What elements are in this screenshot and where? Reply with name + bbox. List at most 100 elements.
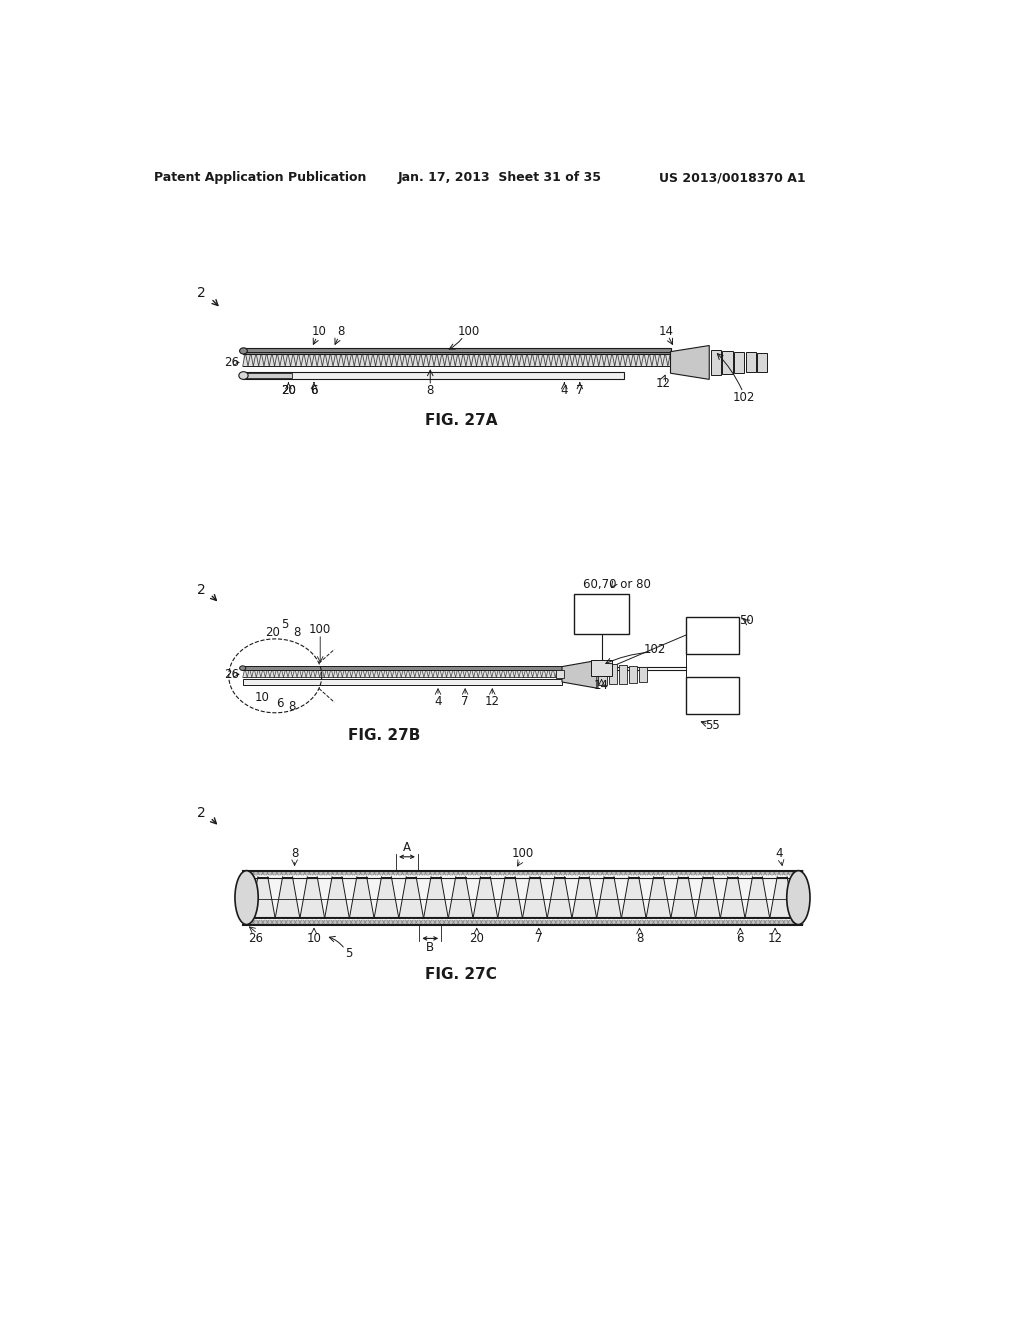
Text: 14: 14 (659, 325, 674, 338)
Text: 8: 8 (338, 325, 345, 338)
Text: 6: 6 (276, 697, 284, 710)
Polygon shape (498, 876, 522, 919)
Bar (592, 660, 611, 676)
Ellipse shape (234, 871, 258, 924)
Polygon shape (695, 876, 720, 919)
Polygon shape (562, 660, 597, 688)
Polygon shape (325, 876, 349, 919)
Bar (598, 664, 607, 685)
Text: 14: 14 (594, 678, 609, 692)
Bar (243, 372, 624, 379)
Bar (243, 920, 802, 924)
Text: 55: 55 (705, 718, 720, 731)
Polygon shape (646, 876, 671, 919)
Text: 8: 8 (289, 700, 296, 713)
Text: 26: 26 (224, 356, 240, 370)
Text: 20: 20 (281, 384, 296, 397)
Text: 20: 20 (281, 384, 296, 397)
Bar (243, 678, 562, 685)
Text: 4: 4 (560, 384, 568, 397)
Text: 4: 4 (434, 694, 441, 708)
Bar (639, 667, 647, 682)
Text: 8: 8 (293, 626, 301, 639)
Polygon shape (424, 876, 449, 919)
Polygon shape (572, 876, 597, 919)
Bar (556, 671, 563, 678)
Polygon shape (597, 876, 622, 919)
Polygon shape (770, 876, 795, 919)
Polygon shape (251, 876, 275, 919)
Text: 6: 6 (736, 932, 744, 945)
Bar (758, 354, 767, 372)
Bar (243, 352, 671, 367)
Text: 2: 2 (198, 807, 206, 820)
Bar (629, 665, 637, 682)
Text: 50: 50 (739, 614, 754, 627)
Bar (618, 665, 627, 684)
Bar (734, 351, 744, 374)
Text: 100: 100 (458, 325, 480, 338)
Bar (686, 677, 738, 714)
Text: 8: 8 (291, 847, 298, 861)
Text: 10: 10 (312, 325, 327, 338)
Ellipse shape (240, 665, 246, 671)
Text: 8: 8 (427, 384, 434, 397)
Polygon shape (547, 876, 572, 919)
Bar (243, 665, 562, 671)
Text: 10: 10 (255, 690, 269, 704)
Text: Patent Application Publication: Patent Application Publication (154, 172, 366, 185)
Bar (745, 352, 756, 372)
Ellipse shape (239, 372, 248, 379)
Text: 26: 26 (224, 668, 240, 681)
Text: 5: 5 (281, 618, 288, 631)
Text: 26: 26 (249, 932, 263, 945)
Text: 7: 7 (462, 694, 469, 708)
Text: 100: 100 (309, 623, 332, 636)
Text: 7: 7 (577, 384, 584, 397)
Text: 12: 12 (768, 932, 782, 945)
Text: 100: 100 (512, 847, 535, 861)
Text: FIG. 27A: FIG. 27A (425, 413, 498, 428)
Text: 12: 12 (484, 694, 500, 708)
Polygon shape (275, 876, 300, 919)
Bar (243, 348, 671, 354)
Text: 2: 2 (198, 582, 206, 597)
Polygon shape (671, 876, 695, 919)
Text: 60,70 or 80: 60,70 or 80 (583, 578, 651, 591)
Polygon shape (720, 876, 745, 919)
Polygon shape (398, 876, 424, 919)
Polygon shape (449, 876, 473, 919)
Text: 102: 102 (644, 643, 667, 656)
Polygon shape (473, 876, 498, 919)
Text: 2: 2 (198, 286, 206, 300)
Polygon shape (300, 876, 325, 919)
Text: 102: 102 (733, 391, 756, 404)
Polygon shape (671, 346, 710, 379)
Ellipse shape (786, 871, 810, 924)
Text: A: A (403, 841, 411, 854)
Text: 6: 6 (310, 384, 317, 397)
Ellipse shape (240, 348, 248, 354)
Text: 7: 7 (535, 932, 543, 945)
Bar (711, 350, 721, 375)
Polygon shape (349, 876, 374, 919)
Text: FIG. 27B: FIG. 27B (347, 729, 420, 743)
Text: 4: 4 (775, 847, 782, 861)
Text: B: B (426, 941, 434, 954)
Bar (246, 374, 292, 378)
Text: 12: 12 (655, 376, 671, 389)
Text: 6: 6 (310, 384, 317, 397)
Polygon shape (374, 876, 398, 919)
Bar (573, 594, 630, 635)
Bar (686, 616, 738, 653)
Text: Jan. 17, 2013  Sheet 31 of 35: Jan. 17, 2013 Sheet 31 of 35 (398, 172, 602, 185)
Bar (243, 871, 802, 875)
Polygon shape (745, 876, 770, 919)
Polygon shape (622, 876, 646, 919)
Polygon shape (522, 876, 547, 919)
Text: 10: 10 (306, 932, 322, 945)
Bar (722, 351, 732, 374)
Text: 5: 5 (345, 948, 352, 961)
Text: 20: 20 (469, 932, 484, 945)
Text: FIG. 27C: FIG. 27C (425, 968, 498, 982)
